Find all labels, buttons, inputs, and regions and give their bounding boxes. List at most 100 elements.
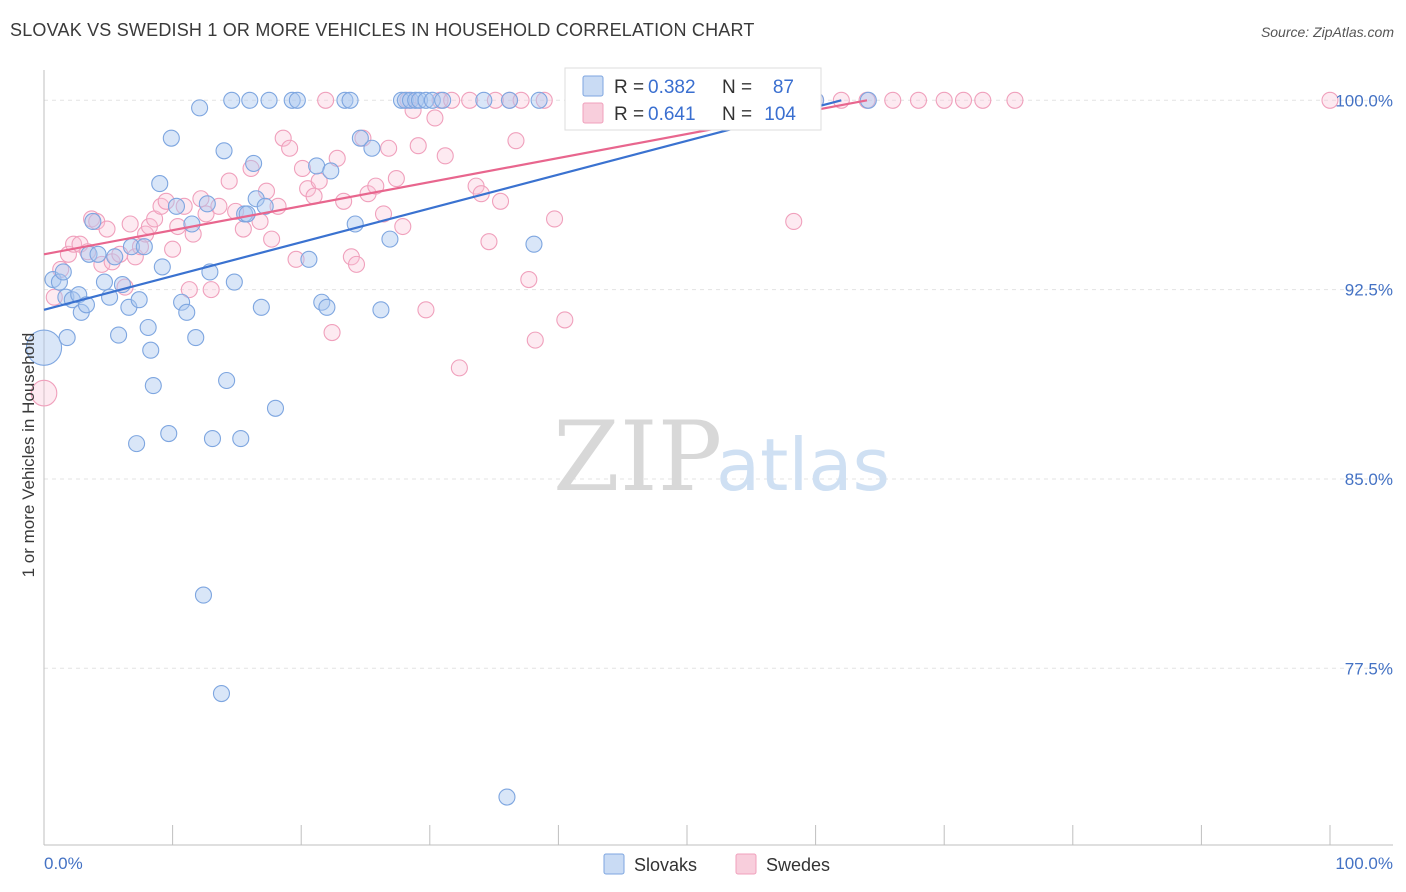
- swedes-point-10: [98, 220, 116, 238]
- slovaks-point-76: [434, 91, 452, 109]
- slovaks-point-15: [106, 248, 124, 266]
- slovaks-point-2: [50, 273, 68, 291]
- swedes-point-63: [426, 109, 444, 127]
- slovaks-point-27: [153, 258, 171, 276]
- swedes-point-77: [520, 270, 538, 289]
- slovaks-point-58: [308, 157, 326, 175]
- slovaks-point-73: [410, 91, 429, 109]
- slovaks-point-20: [128, 435, 146, 453]
- slovaks-r-value: 0.382: [648, 77, 696, 98]
- slovaks-point-60: [318, 298, 336, 316]
- slovaks-point-49: [245, 154, 263, 172]
- y-tick-label-2: 85.0%: [1345, 470, 1393, 489]
- chart-title: SLOVAK VS SWEDISH 1 OR MORE VEHICLES IN …: [10, 20, 755, 40]
- swedes-point-0: [30, 379, 58, 407]
- swedes-point-98: [909, 91, 928, 109]
- slovaks-point-67: [372, 301, 390, 319]
- slovaks-point-79: [500, 91, 519, 109]
- slovaks-point-61: [322, 162, 340, 180]
- slovaks-point-30: [167, 197, 186, 215]
- swedes-point-22: [164, 240, 182, 258]
- swedes-point-101: [974, 91, 992, 109]
- swedes-point-71: [480, 233, 498, 251]
- legend-slovaks-swatch: [603, 853, 625, 875]
- slovaks-point-53: [260, 91, 278, 109]
- swedes-point-100: [954, 91, 973, 109]
- slovaks-point-39: [203, 430, 222, 448]
- swedes-point-76: [512, 91, 530, 109]
- slovaks-points: [25, 91, 877, 806]
- swedes-point-102: [1006, 91, 1024, 109]
- x-tick-label-max: 100.0%: [1335, 854, 1393, 873]
- legend-slovaks-label: Slovaks: [634, 855, 697, 875]
- slovaks-point-71: [401, 91, 420, 109]
- chart-source: Source: ZipAtlas.com: [1260, 24, 1394, 40]
- swedes-r-value: 0.641: [648, 104, 696, 125]
- slovaks-n-label: N =: [722, 77, 752, 98]
- slovaks-point-12: [89, 245, 107, 263]
- legend-swedes-swatch: [735, 853, 757, 875]
- slovaks-point-65: [351, 129, 369, 147]
- x-tick-label-min: 0.0%: [44, 854, 83, 873]
- swedes-point-9: [93, 255, 111, 273]
- series-legend: Slovaks Swedes: [603, 853, 830, 875]
- slovaks-point-11: [84, 212, 102, 231]
- gridlines: [44, 99, 1393, 669]
- swedes-point-72: [486, 91, 504, 109]
- swedes-legend-swatch: [582, 102, 604, 124]
- slovaks-point-77: [475, 91, 493, 109]
- swedes-point-51: [347, 255, 366, 273]
- slovaks-point-37: [198, 195, 216, 213]
- watermark-zip: ZIP: [553, 401, 722, 513]
- swedes-point-46: [317, 91, 335, 109]
- y-tick-labels: 100.0% 92.5% 85.0% 77.5%: [1335, 91, 1393, 678]
- swedes-point-79: [535, 91, 553, 109]
- axes: [43, 70, 1393, 846]
- slovaks-point-34: [187, 329, 205, 347]
- slovaks-point-0: [25, 329, 63, 366]
- swedes-point-47: [323, 323, 341, 342]
- swedes-point-40: [281, 139, 299, 157]
- swedes-point-103: [1321, 91, 1339, 109]
- slovaks-point-24: [142, 341, 160, 359]
- swedes-point-78: [526, 331, 544, 349]
- swedes-point-37: [263, 230, 281, 248]
- slovaks-point-3: [54, 263, 72, 281]
- slovaks-trend-line: [43, 99, 842, 311]
- slovaks-point-66: [363, 139, 381, 157]
- y-tick-label-0: 100.0%: [1335, 91, 1393, 110]
- slovaks-r-label: R =: [614, 77, 644, 98]
- slovaks-point-26: [151, 175, 169, 193]
- slovaks-point-69: [392, 91, 411, 109]
- swedes-point-29: [202, 281, 220, 299]
- slovaks-point-56: [288, 91, 306, 109]
- swedes-point-66: [443, 91, 461, 109]
- swedes-point-16: [131, 238, 149, 256]
- swedes-point-31: [220, 172, 238, 190]
- swedes-point-25: [180, 281, 198, 299]
- stats-legend-box: [564, 67, 822, 131]
- swedes-point-49: [335, 192, 353, 210]
- swedes-point-61: [409, 137, 427, 155]
- slovaks-point-55: [283, 91, 301, 109]
- swedes-point-73: [491, 192, 510, 210]
- swedes-point-55: [374, 205, 393, 223]
- slovaks-point-47: [238, 205, 256, 223]
- swedes-point-56: [380, 139, 398, 157]
- swedes-point-1: [45, 288, 63, 306]
- slovaks-point-21: [130, 291, 148, 309]
- slovaks-point-42: [218, 371, 236, 390]
- swedes-point-21: [157, 192, 175, 210]
- slovaks-point-25: [144, 377, 162, 395]
- slovaks-point-45: [232, 430, 250, 448]
- legend-swedes-label: Swedes: [766, 855, 830, 875]
- slovaks-point-78: [498, 788, 516, 806]
- swedes-point-62: [417, 301, 435, 319]
- swedes-point-33: [234, 220, 252, 238]
- swedes-point-54: [367, 177, 385, 195]
- swedes-point-81: [556, 311, 574, 329]
- swedes-point-99: [935, 91, 953, 109]
- slovaks-point-75: [423, 91, 441, 109]
- slovaks-point-32: [178, 303, 196, 321]
